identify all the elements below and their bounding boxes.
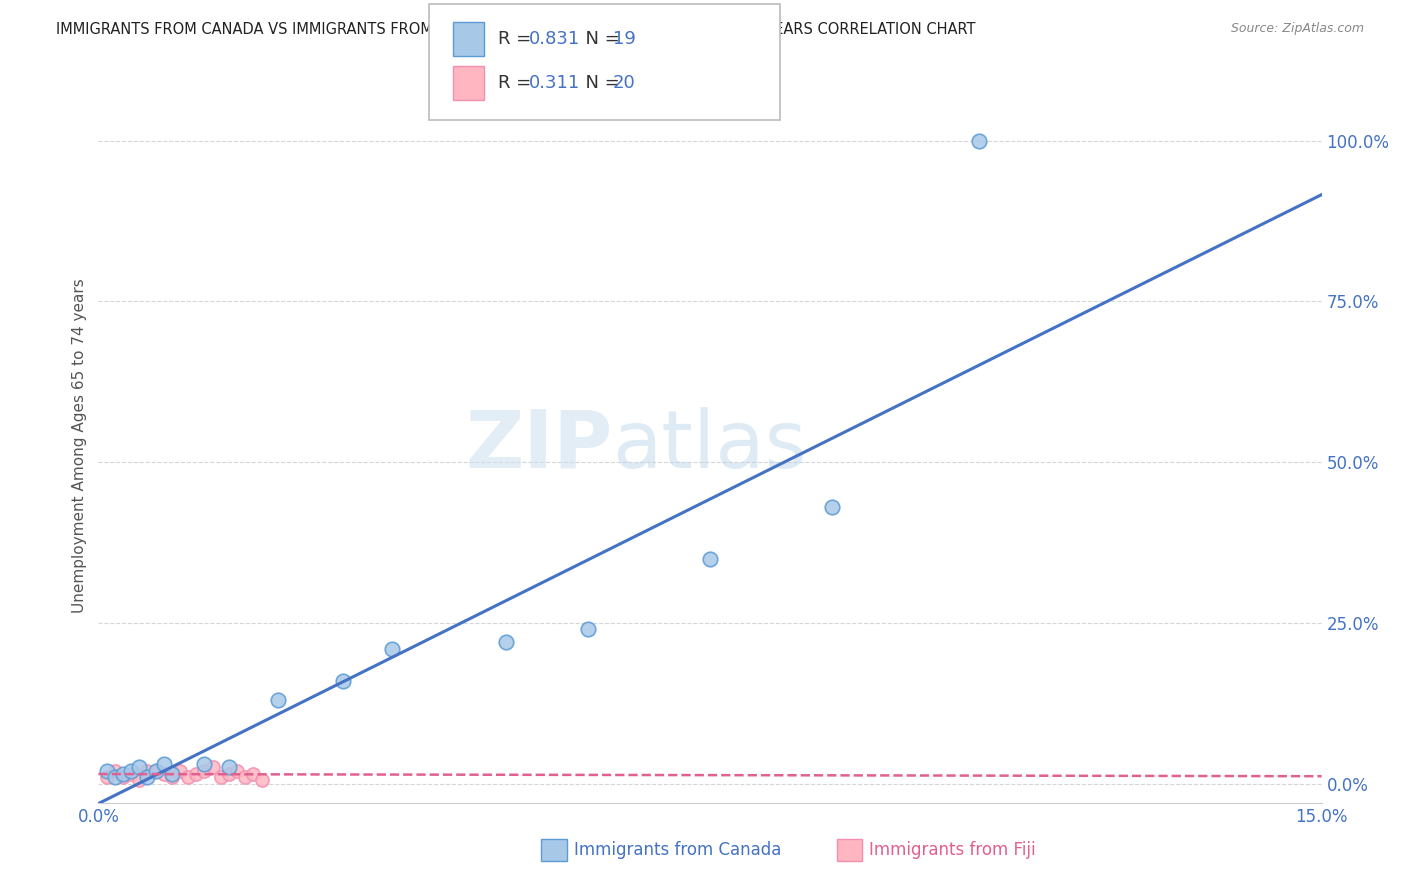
Point bbox=[169, 764, 191, 778]
Point bbox=[250, 773, 273, 788]
Point bbox=[193, 764, 215, 778]
Point bbox=[160, 767, 183, 781]
Point bbox=[136, 764, 159, 778]
Point bbox=[96, 764, 118, 778]
Point bbox=[381, 641, 404, 656]
Point bbox=[104, 764, 127, 778]
Point bbox=[209, 770, 232, 784]
Point bbox=[233, 770, 256, 784]
Point bbox=[242, 767, 264, 781]
Point bbox=[226, 764, 249, 778]
Point bbox=[967, 134, 990, 148]
Text: Immigrants from Canada: Immigrants from Canada bbox=[574, 841, 780, 859]
Point bbox=[218, 767, 240, 781]
Point bbox=[128, 773, 150, 788]
Point bbox=[201, 760, 224, 774]
Point bbox=[136, 770, 159, 784]
Text: N =: N = bbox=[574, 30, 626, 48]
Text: 20: 20 bbox=[613, 74, 636, 92]
Point bbox=[699, 551, 721, 566]
Point bbox=[128, 760, 150, 774]
Point bbox=[111, 767, 134, 781]
Text: 0.311: 0.311 bbox=[529, 74, 579, 92]
Text: 19: 19 bbox=[613, 30, 636, 48]
Point bbox=[821, 500, 844, 514]
Text: R =: R = bbox=[498, 74, 537, 92]
Text: IMMIGRANTS FROM CANADA VS IMMIGRANTS FROM FIJI UNEMPLOYMENT AMONG AGES 65 TO 74 : IMMIGRANTS FROM CANADA VS IMMIGRANTS FRO… bbox=[56, 22, 976, 37]
Point bbox=[120, 764, 142, 778]
Point bbox=[218, 760, 240, 774]
Point bbox=[152, 767, 174, 781]
Text: Source: ZipAtlas.com: Source: ZipAtlas.com bbox=[1230, 22, 1364, 36]
Point bbox=[145, 764, 167, 778]
Point bbox=[145, 764, 167, 778]
Point bbox=[186, 767, 208, 781]
Text: atlas: atlas bbox=[612, 407, 807, 485]
Text: Immigrants from Fiji: Immigrants from Fiji bbox=[869, 841, 1036, 859]
Point bbox=[160, 770, 183, 784]
Point bbox=[96, 770, 118, 784]
Point bbox=[152, 757, 174, 772]
Point bbox=[495, 635, 517, 649]
Point bbox=[177, 770, 200, 784]
Text: R =: R = bbox=[498, 30, 537, 48]
Point bbox=[120, 767, 142, 781]
Point bbox=[111, 770, 134, 784]
Point bbox=[576, 622, 599, 636]
Point bbox=[104, 770, 127, 784]
Y-axis label: Unemployment Among Ages 65 to 74 years: Unemployment Among Ages 65 to 74 years bbox=[72, 278, 87, 614]
Point bbox=[332, 673, 354, 688]
Text: N =: N = bbox=[574, 74, 626, 92]
Text: ZIP: ZIP bbox=[465, 407, 612, 485]
Point bbox=[267, 693, 290, 707]
Text: 0.831: 0.831 bbox=[529, 30, 579, 48]
Point bbox=[193, 757, 215, 772]
